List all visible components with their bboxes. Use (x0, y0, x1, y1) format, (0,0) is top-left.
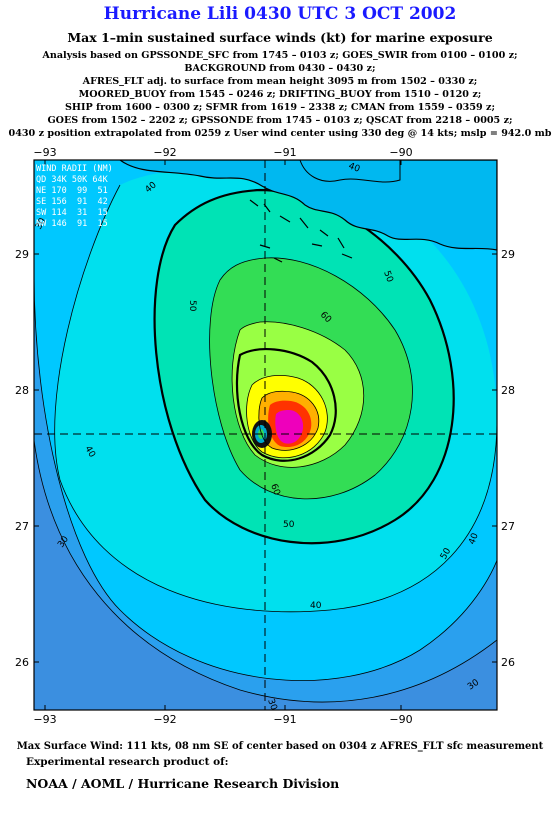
radii-col-50k: 50K (71, 175, 88, 185)
radii-col-34k: 34K (51, 175, 67, 185)
y-tick-left: 27 (15, 520, 29, 533)
analysis-line-6: GOES from 1502 – 2202 z; GPSSONDE from 1… (47, 115, 513, 126)
radii-cell: 51 (97, 186, 108, 196)
analysis-line-5: SHIP from 1600 – 0300 z; SFMR from 1619 … (64, 102, 496, 113)
x-tick-top: −91 (273, 146, 296, 159)
contour-label: 30 (265, 698, 278, 712)
radii-cell: 91 (76, 197, 88, 207)
x-tick-top: −90 (389, 146, 412, 159)
radii-cell: 99 (76, 186, 88, 196)
x-tick-bottom: −92 (153, 713, 176, 726)
wind-radii-columns: QD 34K 50K 64K (36, 175, 113, 186)
contour-label: 50 (283, 520, 295, 530)
organization-name: NOAA / AOML / Hurricane Research Divisio… (26, 776, 340, 791)
wind-radii-row: NW 146 91 15 (36, 219, 113, 230)
contour-label: 50 (381, 270, 394, 284)
page-title: Hurricane Lili 0430 UTC 3 OCT 2002 (103, 4, 457, 24)
radii-cell: 114 (51, 208, 67, 218)
x-tick-bottom: −90 (389, 713, 412, 726)
y-tick-left: 28 (15, 384, 29, 397)
radii-cell: 15 (97, 208, 108, 218)
radii-cell: 31 (76, 208, 88, 218)
radii-cell: 156 (51, 197, 67, 207)
radii-col-64k: 64K (92, 175, 108, 185)
analysis-line-1: Analysis based on GPSSONDE_SFC from 1745… (42, 50, 518, 61)
wind-radii-row: NE 170 99 51 (36, 186, 113, 197)
contour-label: 40 (310, 601, 322, 611)
radii-cell: NE (36, 186, 47, 196)
experimental-note: Experimental research product of: (26, 756, 229, 768)
x-tick-top: −93 (33, 146, 56, 159)
radii-cell: SW (36, 208, 47, 218)
radii-cell: 15 (97, 219, 108, 229)
analysis-line-3: AFRES_FLT adj. to surface from mean heig… (82, 76, 478, 87)
radii-col-qd: QD (36, 175, 47, 185)
wind-radii-table: WIND RADII (NM) QD 34K 50K 64K NE 170 99… (36, 164, 113, 230)
x-tick-top: −92 (153, 146, 176, 159)
contour-label: 50 (187, 300, 197, 312)
contour-label: 40 (467, 532, 480, 546)
map-subtitle: Max 1–min sustained surface winds (kt) f… (67, 30, 493, 45)
radii-cell: 146 (51, 219, 67, 229)
y-tick-left: 29 (15, 248, 29, 261)
analysis-line-2: BACKGROUND from 0430 – 0430 z; (184, 63, 376, 74)
y-tick-right: 26 (501, 656, 515, 669)
contour-label: 40 (347, 161, 361, 174)
y-tick-left: 26 (15, 656, 29, 669)
x-tick-bottom: −91 (273, 713, 296, 726)
x-tick-bottom: −93 (33, 713, 56, 726)
wind-radii-header: WIND RADII (NM) (36, 164, 113, 174)
y-tick-right: 27 (501, 520, 515, 533)
analysis-line-7: 0430 z position extrapolated from 0259 z… (8, 128, 552, 139)
radii-cell: 42 (97, 197, 108, 207)
wind-field (34, 160, 497, 710)
radii-cell: SE (36, 197, 47, 207)
y-tick-right: 29 (501, 248, 515, 261)
radii-cell: NW (36, 219, 47, 229)
radii-cell: 170 (51, 186, 67, 196)
y-tick-right: 28 (501, 384, 515, 397)
wind-radii-row: SE 156 91 42 (36, 197, 113, 208)
map-frame (33, 159, 498, 711)
analysis-line-4: MOORED_BUOY from 1545 – 0246 z; DRIFTING… (78, 89, 482, 100)
wind-radii-row: SW 114 31 15 (36, 208, 113, 219)
contour-label: 60 (268, 483, 281, 497)
radii-cell: 91 (76, 219, 88, 229)
max-wind-note: Max Surface Wind: 111 kts, 08 nm SE of c… (16, 741, 544, 752)
